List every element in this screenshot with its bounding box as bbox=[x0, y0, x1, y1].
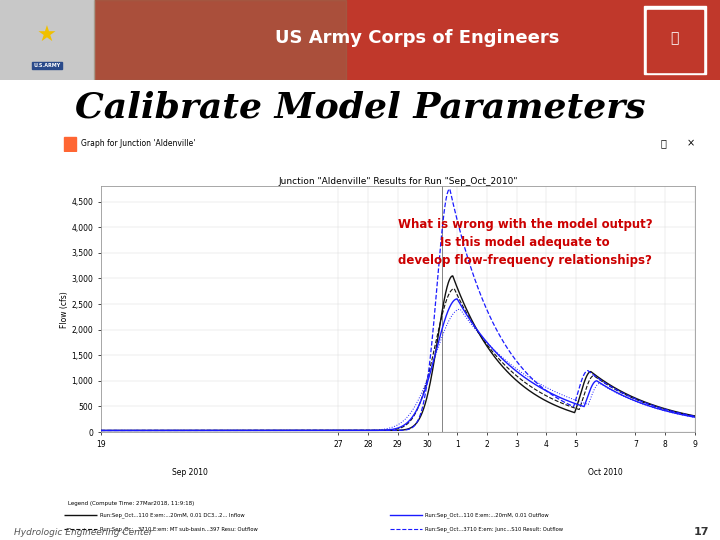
Text: ★: ★ bbox=[37, 26, 57, 46]
Text: 🏰: 🏰 bbox=[670, 31, 679, 45]
Text: US Army Corps of Engineers: US Army Corps of Engineers bbox=[276, 29, 559, 48]
Bar bbox=[644, 6, 706, 73]
Title: Junction "Aldenville" Results for Run "Sep_Oct_2010": Junction "Aldenville" Results for Run "S… bbox=[278, 177, 518, 186]
Bar bbox=[94, 0, 720, 80]
Text: 17: 17 bbox=[693, 527, 709, 537]
Text: U.S.ARMY: U.S.ARMY bbox=[33, 63, 60, 68]
Text: Oct 2010: Oct 2010 bbox=[588, 468, 623, 477]
Bar bbox=[94, 0, 346, 80]
Text: What is wrong with the model output?
Is this model adequate to
develop flow-freq: What is wrong with the model output? Is … bbox=[398, 218, 652, 267]
Text: Calibrate Model Parameters: Calibrate Model Parameters bbox=[75, 91, 645, 125]
Text: Run:Sep_Oct...110 E:em:...20mM, 0.01 DC3...2... Inflow: Run:Sep_Oct...110 E:em:...20mM, 0.01 DC3… bbox=[100, 512, 245, 518]
Text: ×: × bbox=[686, 139, 694, 148]
Text: Run:Sep_Oc:...3710 E:em: MT sub-basin...397 Resu: Outflow: Run:Sep_Oc:...3710 E:em: MT sub-basin...… bbox=[100, 526, 258, 532]
Bar bbox=[647, 10, 703, 72]
Text: Run:Sep_Oct...3710 E:em: Junc...S10 Result: Outflow: Run:Sep_Oct...3710 E:em: Junc...S10 Resu… bbox=[426, 526, 563, 532]
Y-axis label: Flow (cfs): Flow (cfs) bbox=[60, 291, 68, 328]
Text: Run:Sep_Oct...110 E:em:...20mM, 0.01 Outflow: Run:Sep_Oct...110 E:em:...20mM, 0.01 Out… bbox=[426, 512, 549, 518]
Text: Graph for Junction 'Aldenville': Graph for Junction 'Aldenville' bbox=[81, 139, 195, 148]
Bar bbox=[0, 0, 94, 80]
Text: Hydrologic Engineering Center: Hydrologic Engineering Center bbox=[14, 528, 153, 537]
Text: ꟴ: ꟴ bbox=[660, 139, 667, 148]
Text: Sep 2010: Sep 2010 bbox=[172, 468, 208, 477]
Text: Legend (Compute Time: 27Mar2018, 11:9:18): Legend (Compute Time: 27Mar2018, 11:9:18… bbox=[68, 501, 194, 507]
Bar bbox=[64, 137, 76, 151]
